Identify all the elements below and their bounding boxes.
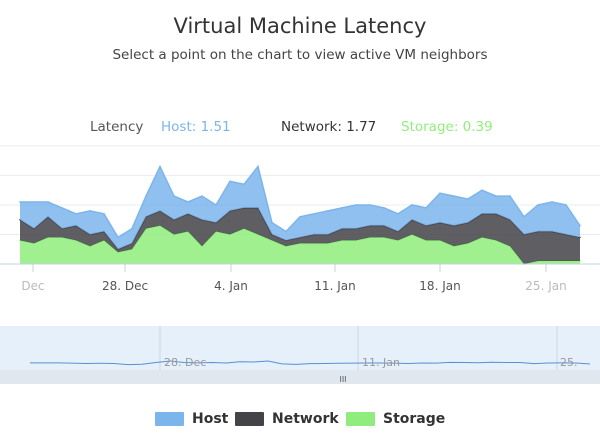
data-point-host[interactable]: [467, 198, 469, 200]
x-tick-label: 25. Jan: [525, 279, 566, 293]
readout-host: Host: 1.51: [161, 119, 231, 135]
data-point-host[interactable]: [103, 213, 105, 215]
data-point-host[interactable]: [61, 207, 63, 209]
navigator-handle[interactable]: III: [339, 375, 346, 384]
legend-swatch-network: [235, 412, 264, 426]
data-point-host[interactable]: [299, 215, 301, 218]
navigator-tick-label: 25.: [560, 356, 578, 369]
data-point-host[interactable]: [509, 195, 511, 197]
data-point-host[interactable]: [243, 183, 245, 186]
data-point-host[interactable]: [201, 195, 203, 197]
data-point-host[interactable]: [579, 224, 581, 227]
data-point-host[interactable]: [341, 207, 343, 209]
data-point-host[interactable]: [187, 201, 189, 203]
data-point-host[interactable]: [75, 213, 77, 215]
data-point-host[interactable]: [327, 210, 329, 212]
data-point-host[interactable]: [285, 230, 287, 233]
series-area-network[interactable]: [20, 207, 580, 264]
x-axis: Dec 28. Dec 4. Jan 11. Jan 18. Jan 25. Jan: [0, 263, 600, 293]
data-point-host[interactable]: [537, 204, 539, 206]
data-point-host[interactable]: [313, 213, 315, 215]
legend-item-storage[interactable]: Storage: [346, 409, 445, 429]
data-point-host[interactable]: [355, 204, 357, 206]
legend-label-host: Host: [192, 411, 229, 427]
legend-label-storage: Storage: [383, 411, 446, 427]
data-point-host[interactable]: [117, 236, 119, 239]
data-point-host[interactable]: [453, 195, 455, 197]
data-point-host[interactable]: [369, 204, 371, 206]
legend-label-network: Network: [272, 411, 339, 427]
data-point-host[interactable]: [229, 180, 231, 183]
data-point-host[interactable]: [439, 192, 441, 194]
data-point-host[interactable]: [47, 201, 49, 203]
legend-item-host[interactable]: Host: [155, 409, 228, 429]
data-point-host[interactable]: [565, 204, 567, 206]
readout-label: Latency: [90, 119, 144, 135]
x-tick-label: 18. Jan: [419, 279, 460, 293]
navigator-scrollbar[interactable]: [0, 370, 600, 384]
chart-subtitle: Select a point on the chart to view acti…: [112, 47, 488, 63]
x-tick-label: 28. Dec: [102, 279, 148, 293]
legend-swatch-host: [155, 412, 184, 426]
series-area-host[interactable]: [20, 166, 580, 250]
data-point-host[interactable]: [215, 204, 217, 206]
data-point-host[interactable]: [383, 207, 385, 209]
data-point-host[interactable]: [481, 189, 483, 191]
data-point-host[interactable]: [145, 195, 147, 197]
data-point-host[interactable]: [523, 215, 525, 218]
data-point-host[interactable]: [495, 195, 497, 197]
series-layer[interactable]: [19, 164, 581, 265]
x-tick-label: 11. Jan: [314, 279, 355, 293]
x-tick-label: Dec: [21, 279, 44, 293]
data-point-host[interactable]: [89, 210, 91, 212]
readout-network: Network: 1.77: [281, 119, 377, 135]
data-point-host[interactable]: [131, 227, 133, 230]
navigator-tick-label: 11. Jan: [362, 356, 400, 369]
navigator-tick-label: 28. Dec: [164, 356, 206, 369]
legend-item-network[interactable]: Network: [235, 409, 339, 429]
navigator-series-line: [30, 360, 591, 366]
data-point-host[interactable]: [425, 207, 427, 209]
series-area-storage[interactable]: [20, 225, 580, 264]
navigator[interactable]: 28. Dec 11. Jan 25. III: [0, 318, 600, 390]
data-point-host[interactable]: [257, 165, 259, 168]
data-point-host[interactable]: [33, 201, 35, 203]
navigator-axis: 28. Dec 11. Jan 25.: [164, 356, 578, 369]
chart-title: Virtual Machine Latency: [173, 14, 427, 38]
x-tick-label: 4. Jan: [214, 279, 248, 293]
data-point-host[interactable]: [271, 221, 273, 224]
legend-swatch-storage: [346, 412, 375, 426]
data-point-host[interactable]: [411, 204, 413, 206]
latency-chart[interactable]: Dec 28. Dec 4. Jan 11. Jan 18. Jan 25. Jan: [0, 140, 600, 300]
chart-legend: Host Network Storage: [0, 409, 600, 429]
data-point-host[interactable]: [173, 195, 175, 197]
data-point-host[interactable]: [551, 201, 553, 203]
readout-storage: Storage: 0.39: [401, 119, 493, 135]
data-point-host[interactable]: [397, 213, 399, 215]
data-point-host[interactable]: [19, 201, 21, 203]
data-point-host[interactable]: [159, 165, 161, 168]
